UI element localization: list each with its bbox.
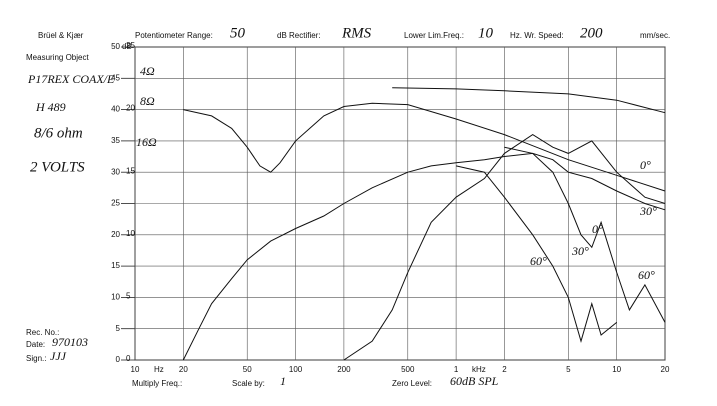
measuring-object-label: Measuring Object [26, 53, 89, 62]
header-value: 200 [580, 25, 603, 41]
y-tick-label: 25 [111, 199, 120, 208]
y-tick-label: 15 [111, 261, 120, 270]
annotation: 16Ω [136, 135, 157, 149]
response-curve [392, 87, 666, 114]
x-tick-label: 1 [454, 365, 459, 374]
response-curve [183, 102, 666, 192]
note: 2 VOLTS [30, 159, 85, 175]
y-tick-label: 30 [111, 167, 120, 176]
x-tick-label: 200 [337, 365, 351, 374]
footer-value: 60dB SPL [450, 374, 499, 388]
x-tick-label: 20 [661, 365, 670, 374]
annotation: 4Ω [140, 64, 155, 78]
footer-value: 1 [280, 374, 286, 388]
note: 8/6 ohm [34, 125, 83, 141]
y2-tick-label: 0 [126, 354, 131, 363]
x-tick-label: 5 [566, 365, 571, 374]
header-value: 10 [478, 25, 494, 41]
brand: Brüel & Kjær [38, 31, 84, 40]
header-label: Hz. Wr. Speed: [510, 31, 564, 40]
footer-label: Zero Level: [392, 379, 432, 388]
x-tick-label: 500 [401, 365, 415, 374]
header-value: RMS [341, 25, 372, 41]
y-tick-label: 20 [111, 230, 120, 239]
note: P17REX COAX/E [27, 72, 115, 86]
y2-tick-label: 25 [126, 41, 135, 50]
y2-tick-label: 10 [126, 229, 135, 238]
date-value: 970103 [52, 335, 88, 349]
annotation: 8Ω [140, 94, 155, 108]
x-tick-label: 100 [289, 365, 303, 374]
annotation: 60° [638, 268, 655, 282]
response-curve [182, 152, 666, 361]
header-label: dB Rectifier: [277, 31, 321, 40]
rec-label: Rec. No.: [26, 328, 59, 337]
x-unit: kHz [472, 365, 486, 374]
y-tick-label: 10 [111, 293, 120, 302]
footer-label: Scale by: [232, 379, 265, 388]
x-tick-label: 50 [243, 365, 252, 374]
x-tick-label: 10 [131, 365, 140, 374]
y2-tick-label: 15 [126, 166, 135, 175]
x-tick-label: 2 [502, 365, 507, 374]
annotation: 60° [530, 254, 547, 268]
y-tick-label: 5 [116, 324, 121, 333]
x-tick-label: 20 [179, 365, 188, 374]
footer-label: Multiply Freq.: [132, 379, 182, 388]
annotation: 30° [571, 244, 589, 258]
header-label: mm/sec. [640, 31, 670, 40]
y-tick-label: 35 [111, 136, 120, 145]
annotation: 0° [592, 222, 603, 236]
header-label: Potentiometer Range: [135, 31, 213, 40]
response-curve [455, 165, 618, 344]
annotation: 30° [639, 204, 657, 218]
y2-tick-label: 20 [126, 104, 135, 113]
header-value: 50 [230, 25, 246, 41]
y-tick-label: 50 [111, 42, 120, 51]
x-unit: Hz [154, 365, 164, 374]
x-tick-label: 10 [612, 365, 621, 374]
header-label: Lower Lim.Freq.: [404, 31, 464, 40]
date-label: Date: [26, 340, 45, 349]
response-curve [343, 134, 666, 361]
y2-tick-label: 5 [126, 292, 131, 301]
sign-label: Sign.: [26, 354, 46, 363]
sign-value: JJJ [50, 349, 67, 363]
response-curve [504, 146, 666, 323]
y-tick-label: 0 [116, 355, 121, 364]
y-tick-label: 40 [111, 105, 120, 114]
y-tick-label: 45 [111, 73, 120, 82]
note: H 489 [35, 100, 66, 114]
annotation: 0° [640, 158, 651, 172]
